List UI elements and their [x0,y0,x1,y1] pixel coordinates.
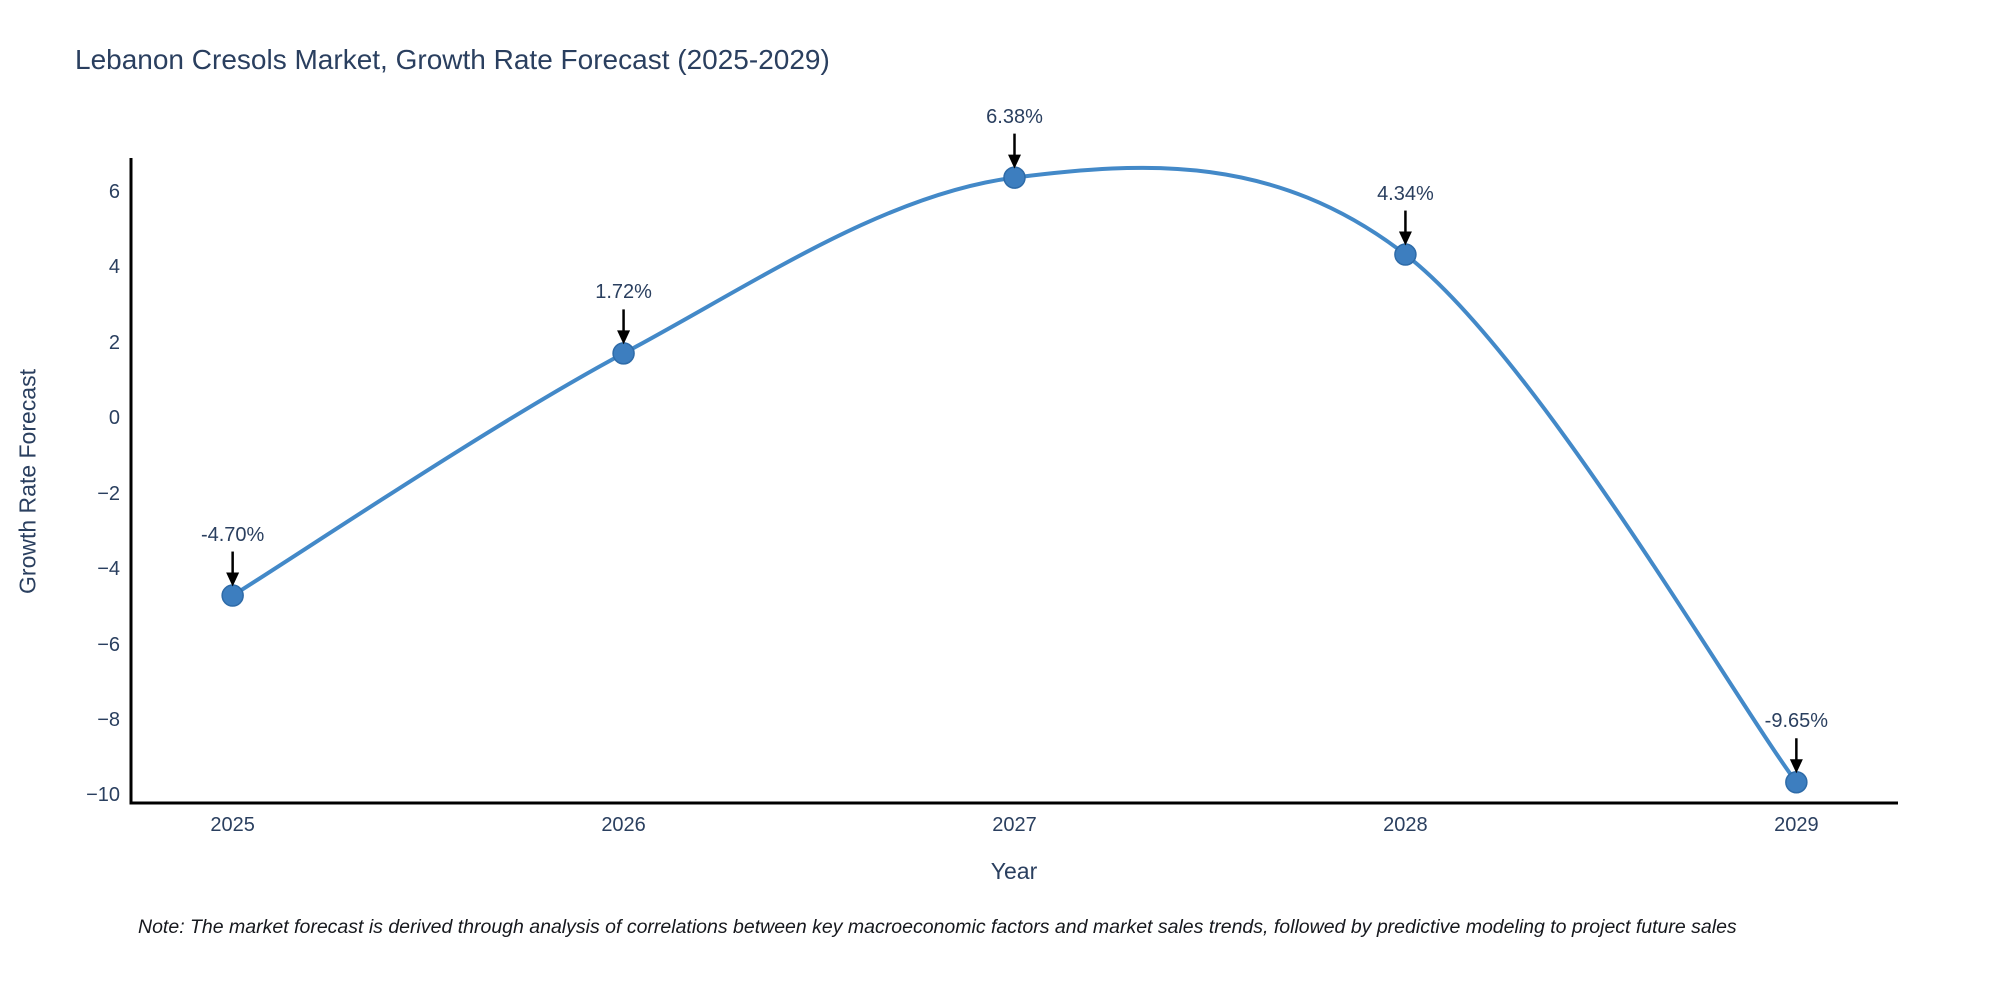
y-tick-label: 6 [108,180,120,203]
axis-lines [129,158,1898,805]
x-tick-label: 2025 [210,814,255,836]
annotation-arrow-head [617,330,631,345]
point-label: -4.70% [200,523,265,546]
y-tick-label: −10 [86,784,120,807]
data-point-marker[interactable] [221,584,244,607]
x-tick-label: 2027 [992,814,1037,836]
point-label: 4.34% [1377,182,1434,205]
data-point-marker[interactable] [1003,166,1026,189]
x-axis-title: Year [990,858,1038,884]
footnote: Note: The market forecast is derived thr… [138,916,1737,938]
forecast-line[interactable] [231,165,1798,784]
annotation-arrow-head [226,572,240,587]
x-tick-label: 2028 [1383,814,1428,836]
y-tick-label: −6 [97,633,120,656]
y-axis-title: Growth Rate Forecast [14,369,41,594]
point-label: -9.65% [1764,710,1829,733]
data-point-marker[interactable] [612,342,635,365]
x-tick-label: 2026 [601,814,646,836]
annotation-arrow-head [1789,759,1803,774]
y-tick-label: 4 [108,256,120,279]
y-tick-label: −2 [97,482,120,505]
chart-title: Lebanon Cresols Market, Growth Rate Fore… [75,44,830,75]
annotation-arrow-head [1008,154,1021,169]
annotation-arrow-head [1398,231,1412,246]
y-tick-label: 2 [108,331,120,354]
data-point-marker[interactable] [1785,771,1808,794]
y-tick-label: −8 [97,709,120,732]
y-tick-label: 0 [108,407,120,430]
point-label: 1.72% [595,281,652,304]
point-label: 6.38% [986,105,1043,128]
y-tick-label: −4 [97,558,120,581]
x-tick-label: 2029 [1774,814,1819,836]
data-point-marker[interactable] [1394,243,1417,266]
